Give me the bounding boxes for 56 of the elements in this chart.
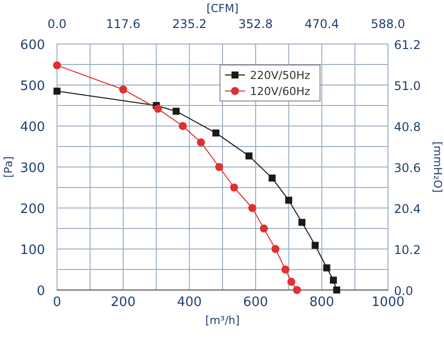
y2-axis-title: [mmH₂O] bbox=[431, 141, 444, 193]
y-tick-label: 400 bbox=[20, 120, 45, 135]
legend-label: 220V/50Hz bbox=[250, 69, 310, 82]
x2-tick-label: 235.2 bbox=[172, 17, 207, 31]
point bbox=[333, 286, 340, 294]
x-tick-label: 400 bbox=[176, 295, 202, 310]
y-tick-label: 200 bbox=[20, 202, 45, 217]
y2-tick-label: 30.6 bbox=[394, 161, 421, 175]
legend-label: 120V/60Hz bbox=[250, 85, 310, 98]
point bbox=[245, 152, 252, 160]
x2-axis-title: [CFM] bbox=[206, 2, 239, 15]
x2-tick-label: 470.4 bbox=[304, 17, 339, 31]
x-tick-label: 1000 bbox=[371, 295, 405, 310]
y2-tick-label: 0.0 bbox=[394, 284, 414, 298]
y2-tick-label: 40.8 bbox=[394, 120, 421, 134]
x-tick-label: 200 bbox=[110, 295, 136, 310]
y-tick-label: 600 bbox=[20, 38, 45, 53]
point bbox=[268, 174, 276, 182]
point bbox=[281, 266, 290, 274]
y-axis-title: [Pa] bbox=[2, 156, 15, 178]
point bbox=[287, 278, 296, 286]
point bbox=[172, 108, 180, 115]
x2-tick-label: 588.0 bbox=[370, 17, 406, 31]
y2-tick-label: 61.2 bbox=[394, 38, 421, 52]
point bbox=[196, 138, 205, 146]
point bbox=[248, 204, 256, 212]
y-tick-label: 100 bbox=[20, 243, 45, 258]
point bbox=[260, 224, 268, 232]
point bbox=[292, 286, 301, 294]
y2-tick-label: 10.2 bbox=[394, 243, 421, 257]
point bbox=[312, 242, 319, 249]
point bbox=[119, 86, 128, 94]
y-tick-label: 500 bbox=[20, 79, 45, 94]
x-tick-label: 600 bbox=[243, 295, 268, 310]
point bbox=[230, 184, 238, 192]
point bbox=[54, 88, 60, 95]
point bbox=[53, 61, 61, 70]
y-tick-label: 300 bbox=[20, 161, 45, 176]
point bbox=[154, 104, 162, 113]
x-tick-label: 0 bbox=[52, 295, 62, 310]
point bbox=[271, 245, 280, 253]
x2-tick-label: 0.0 bbox=[47, 17, 67, 31]
point bbox=[285, 196, 292, 204]
x2-tick-label: 117.6 bbox=[106, 17, 140, 31]
x2-tick-label: 352.8 bbox=[238, 17, 273, 31]
point bbox=[212, 129, 220, 136]
y2-tick-label: 51.0 bbox=[394, 79, 421, 93]
x-tick-label: 800 bbox=[309, 295, 334, 310]
point bbox=[323, 264, 330, 272]
y2-tick-label: 20.4 bbox=[394, 202, 421, 216]
point bbox=[215, 163, 224, 171]
y-tick-label: 0 bbox=[36, 284, 45, 299]
point bbox=[330, 276, 337, 284]
x-axis-title: [m³/h] bbox=[205, 314, 240, 327]
point bbox=[298, 218, 306, 226]
point bbox=[178, 122, 187, 130]
